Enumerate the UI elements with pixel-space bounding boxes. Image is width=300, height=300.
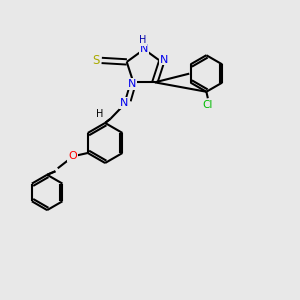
Text: S: S xyxy=(93,54,100,67)
Text: N: N xyxy=(160,55,168,64)
Text: N: N xyxy=(120,98,129,108)
Text: Cl: Cl xyxy=(203,100,213,110)
Text: H: H xyxy=(139,35,146,45)
Text: N: N xyxy=(128,79,136,89)
Text: H: H xyxy=(95,110,103,119)
Text: O: O xyxy=(68,151,77,161)
Text: N: N xyxy=(140,44,148,54)
